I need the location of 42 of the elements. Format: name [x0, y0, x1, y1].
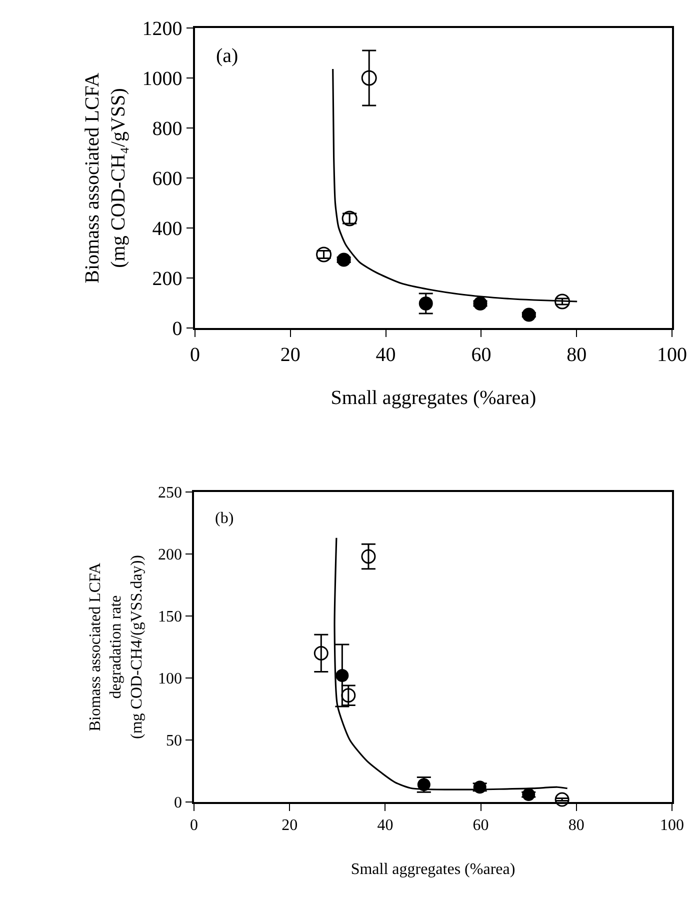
y-tick-label: 1000 — [142, 68, 182, 90]
x-tick-label: 100 — [657, 344, 687, 366]
x-tick-label: 0 — [190, 816, 198, 834]
point — [316, 246, 332, 262]
x-tick-label: 60 — [471, 344, 492, 366]
point — [314, 646, 328, 660]
y-tick-label: 100 — [158, 670, 182, 688]
x-tick-label: 40 — [376, 344, 396, 366]
point — [361, 70, 377, 86]
annotation: (a) — [216, 45, 238, 67]
point — [336, 669, 349, 682]
x-axis-title: Small aggregates (%area) — [350, 861, 516, 878]
x-tick-label: 20 — [280, 344, 300, 366]
point — [554, 294, 570, 310]
x-axis-title: Small aggregates (%area) — [330, 386, 536, 409]
x-tick-label: 20 — [282, 816, 298, 834]
y-tick-label: 50 — [166, 732, 182, 750]
point — [554, 792, 570, 807]
x-tick-label: 40 — [377, 816, 394, 834]
y-tick-label: 600 — [152, 168, 182, 190]
y-tick-label: 0 — [172, 318, 182, 340]
y-tick-label: 0 — [174, 794, 182, 812]
y-tick-label: 250 — [158, 484, 182, 502]
y-tick-label: 200 — [158, 546, 182, 564]
y-axis-title: Biomass associated LCFA degradation rate (mg COD-CH4/(gVSS.day)) — [86, 555, 146, 739]
y-tick-label: 1200 — [142, 18, 182, 40]
y-tick-label: 800 — [152, 118, 182, 140]
y-tick-label: 150 — [158, 608, 182, 626]
y-axis-title: Biomass associated LCFA (mg COD-CH₄/gVSS) — [81, 72, 130, 284]
point — [522, 788, 536, 802]
point — [361, 549, 376, 564]
x-tick-label: 0 — [190, 344, 200, 366]
point — [522, 308, 536, 322]
x-tick-label: 60 — [472, 816, 489, 834]
point — [473, 296, 488, 310]
y-tick-label: 400 — [152, 218, 182, 240]
point — [336, 252, 351, 267]
x-tick-label: 100 — [660, 816, 684, 834]
x-tick-label: 80 — [568, 816, 584, 834]
x-tick-label: 80 — [566, 344, 587, 366]
annotation: (b) — [215, 510, 234, 527]
y-tick-label: 200 — [152, 268, 182, 290]
